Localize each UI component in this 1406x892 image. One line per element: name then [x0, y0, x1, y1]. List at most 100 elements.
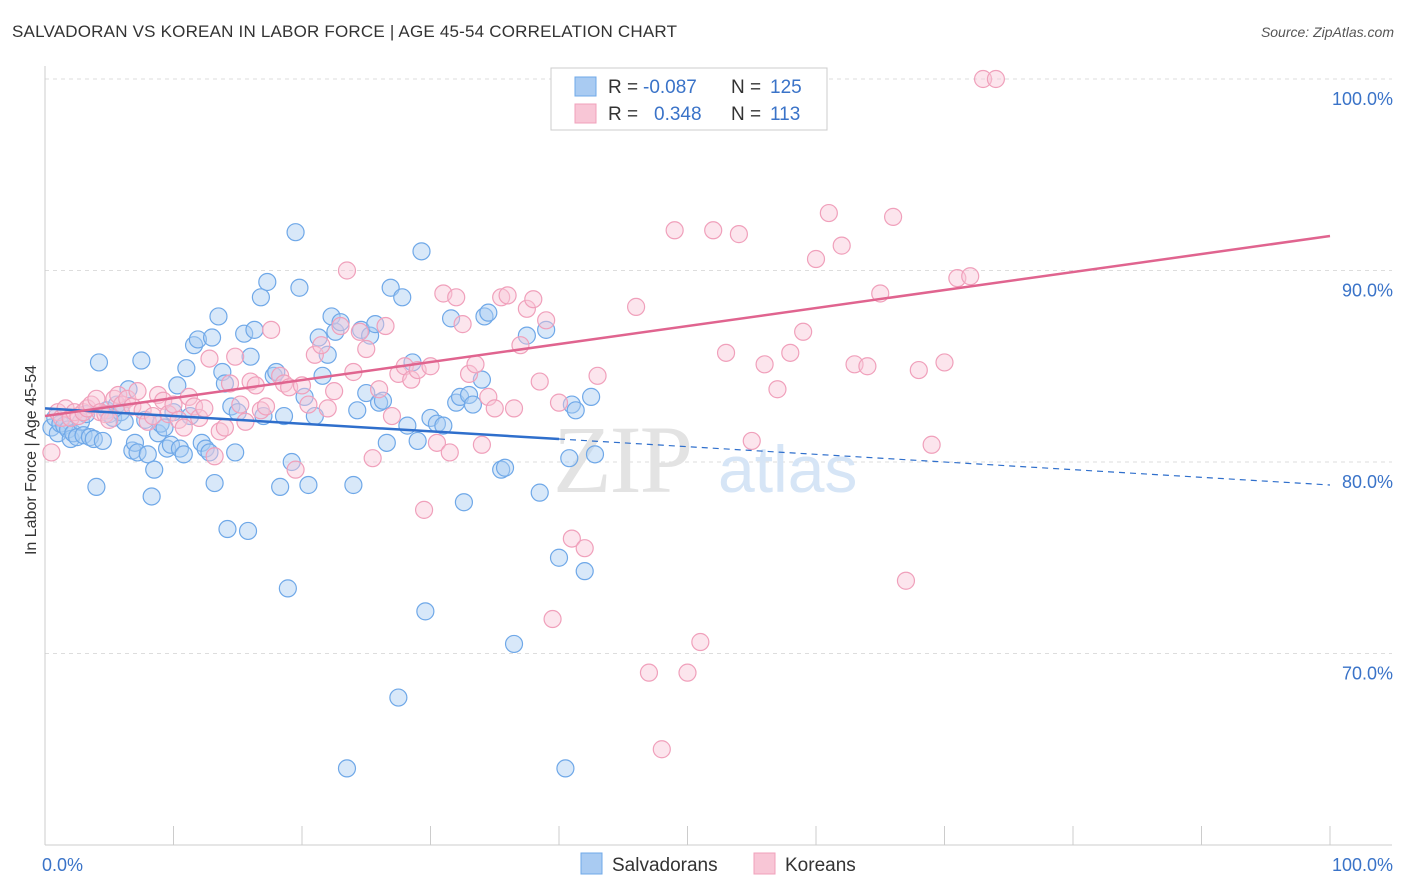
axes	[44, 66, 1392, 846]
korean-point-108	[781, 343, 800, 362]
salvadoran-point-105	[454, 493, 474, 512]
korean-point-89	[543, 609, 562, 629]
salvadoran-point-44	[188, 330, 208, 349]
legend-r-value-2: 0.348	[654, 104, 702, 125]
salvadoran-point-57	[235, 324, 254, 343]
korean-point-88	[537, 311, 556, 330]
salvadoran-point-102	[441, 309, 461, 328]
salvadoran-point-13	[84, 429, 103, 449]
korean-point-61	[363, 449, 382, 468]
salvadoran-point-70	[286, 223, 305, 242]
salvadoran-point-30	[142, 487, 161, 506]
salvadoran-point-14	[87, 477, 106, 496]
salvadoran-point-15	[89, 353, 109, 372]
salvadoran-point-23	[119, 380, 138, 399]
korean-point-110	[806, 249, 826, 269]
y-tick-label-1: 90.0%	[1342, 281, 1393, 301]
korean-point-33	[200, 349, 219, 368]
salvadoran-point-58	[238, 521, 258, 541]
korean-point-112	[832, 236, 851, 255]
bottom-swatch-salvadorans	[580, 852, 603, 875]
korean-point-80	[485, 399, 504, 418]
salvadoran-point-48	[202, 328, 222, 347]
korean-point-105	[742, 431, 761, 451]
legend-r-label-1: R =	[608, 77, 638, 98]
salvadoran-point-81	[337, 759, 357, 778]
salvadoran-point-22	[115, 412, 134, 431]
korean-point-51	[299, 395, 318, 414]
korean-point-82	[498, 286, 517, 305]
korean-point-39	[231, 395, 250, 414]
korean-point-87	[530, 372, 549, 391]
korean-point-102	[704, 221, 723, 240]
korean-point-90	[549, 393, 569, 412]
legend-r-label-2: R =	[608, 104, 638, 125]
salvadoran-point-96	[408, 431, 427, 451]
source-label: Source: ZipAtlas.com	[1260, 24, 1394, 40]
korean-point-120	[935, 353, 954, 372]
korean-point-38	[226, 347, 245, 366]
salvadoran-point-71	[290, 278, 309, 297]
legend-n-label-2: N =	[731, 104, 761, 125]
salvadoran-point-122	[575, 562, 594, 581]
korean-point-100	[678, 663, 697, 682]
korean-point-62	[370, 380, 389, 399]
korean-point-99	[665, 221, 684, 240]
korean-point-123	[973, 69, 993, 89]
trend-salvadorans-solid	[44, 407, 560, 441]
korean-point-67	[402, 370, 421, 389]
korean-point-114	[858, 357, 877, 376]
salvadoran-point-83	[348, 401, 367, 420]
korean-point-104	[729, 225, 749, 244]
salvadoran-point-80	[331, 313, 350, 332]
korean-point-54	[318, 399, 337, 418]
salvadoran-point-67	[274, 406, 294, 426]
correlation-legend: R = -0.087 N = 125 R = 0.348 N = 113	[550, 67, 828, 131]
salvadoran-point-110	[479, 303, 498, 322]
korean-point-107	[768, 380, 787, 399]
salvadoran-point-40	[174, 445, 193, 464]
legend-n-value-1: 125	[770, 77, 802, 98]
korean-point-111	[819, 203, 838, 223]
trend-lines	[44, 234, 1331, 486]
korean-point-75	[453, 315, 472, 334]
korean-point-28	[174, 418, 193, 437]
korean-point-59	[350, 322, 369, 341]
korean-point-117	[896, 571, 916, 590]
bottom-legend-koreans: Koreans	[785, 855, 856, 876]
salvadoran-point-41	[177, 359, 196, 378]
korean-point-60	[357, 339, 376, 359]
korean-point-81	[492, 288, 511, 307]
korean-point-86	[524, 290, 543, 309]
bottom-legend-salvadorans: Salvadorans	[612, 855, 718, 876]
korean-point-109	[794, 322, 813, 341]
salvadoran-point-114	[517, 326, 536, 345]
korean-point-116	[883, 207, 903, 226]
salvadoran-point-16	[93, 431, 112, 451]
salvadoran-point-93	[393, 288, 412, 307]
salvadoran-point-63	[258, 272, 277, 292]
y-tick-label-2: 80.0%	[1342, 472, 1393, 492]
salvadoran-point-49	[205, 473, 224, 493]
korean-point-97	[639, 663, 659, 682]
salvadoran-point-10	[74, 426, 93, 445]
korean-point-36	[215, 418, 234, 437]
korean-point-63	[376, 316, 395, 336]
korean-point-49	[286, 460, 305, 479]
salvadoran-point-90	[377, 433, 396, 452]
korean-point-55	[325, 382, 344, 401]
salvadoran-point-113	[504, 634, 524, 654]
salvadoran-point-68	[278, 579, 297, 598]
korean-point-78	[472, 435, 491, 454]
salvadoran-point-89	[373, 391, 393, 410]
salvadoran-point-36	[161, 435, 181, 454]
salvadoran-point-117	[549, 548, 569, 567]
korean-point-53	[312, 336, 331, 355]
salvadoran-point-38	[168, 376, 187, 395]
korean-point-32	[195, 399, 214, 418]
korean-point-77	[466, 355, 485, 374]
korean-point-91	[562, 529, 581, 548]
y-tick-labels: 100.0% 90.0% 80.0% 70.0%	[1332, 89, 1393, 684]
korean-point-69	[414, 500, 434, 519]
